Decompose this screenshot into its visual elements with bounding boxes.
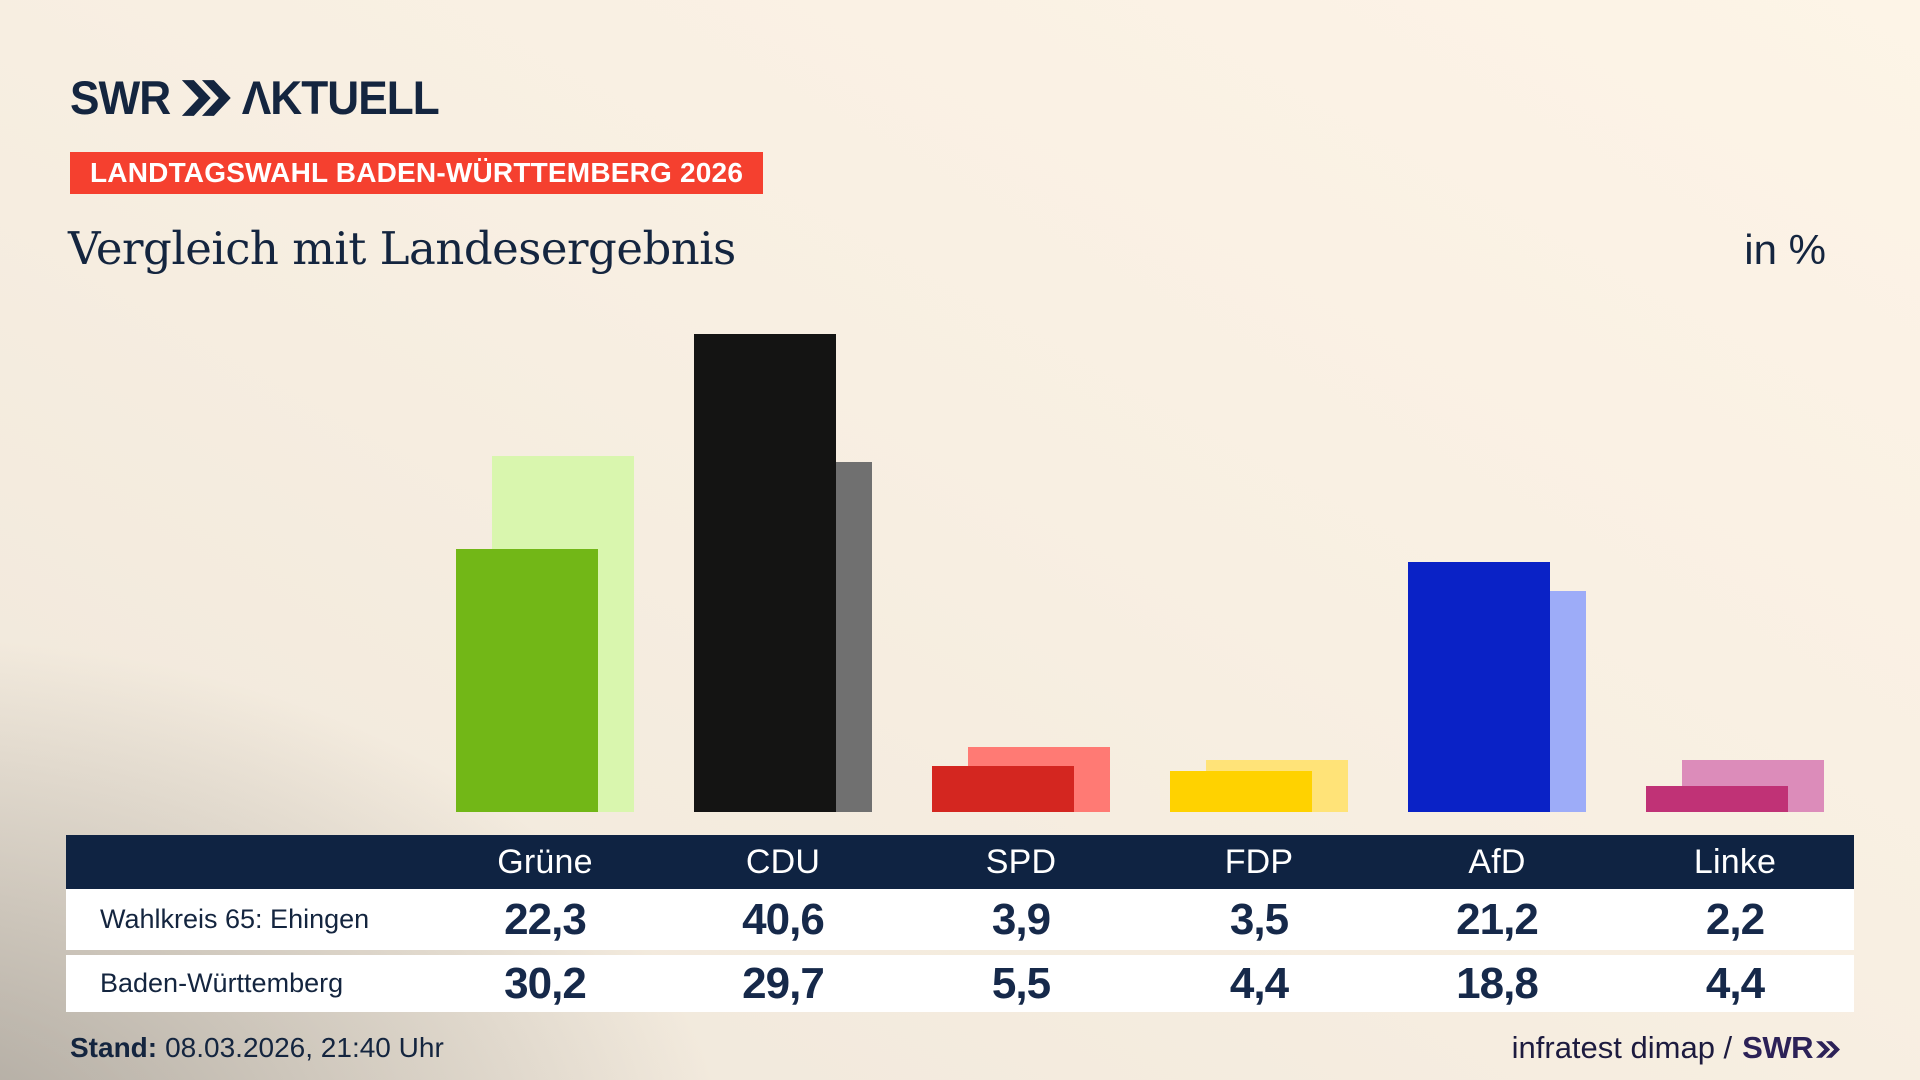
bar-wahlkreis-AfD (1408, 562, 1550, 812)
table-header-row: Grüne CDU SPD FDP AfD Linke (66, 835, 1854, 889)
party-header-SPD: SPD (985, 842, 1057, 881)
party-header-AfD: AfD (1468, 842, 1526, 881)
logo-swr-text: SWR (70, 71, 171, 124)
party-header-Linke: Linke (1693, 842, 1777, 881)
party-header-FDP: FDP (1224, 842, 1294, 881)
double-chevron-icon (1816, 1030, 1840, 1066)
results-table: Grüne CDU SPD FDP AfD Linke Wahlkreis 65: Ehi… (66, 835, 1854, 1012)
value-AfD-wahlkreis: 21,2 (1456, 894, 1539, 944)
row-label-land: Baden-Württemberg (100, 968, 344, 998)
bar-wahlkreis-SPD (932, 766, 1074, 812)
value-CDU-wahlkreis: 40,6 (742, 894, 825, 944)
value-FDP-land: 4,4 (1229, 958, 1289, 1008)
value-AfD-land: 18,8 (1456, 958, 1539, 1008)
row-label-wahlkreis: Wahlkreis 65: Ehingen (100, 904, 370, 934)
bar-chart (66, 270, 1854, 812)
value-SPD-wahlkreis: 3,9 (991, 894, 1051, 944)
table-row-land: Baden-Württemberg 30,2 29,7 5,5 4,4 18,8 4,4 (66, 955, 1854, 1012)
stand-value: 08.03.2026, 21:40 Uhr (165, 1032, 444, 1063)
value-Linke-wahlkreis: 2,2 (1705, 894, 1765, 944)
double-chevron-icon (181, 79, 231, 116)
table-row-wahlkreis: Wahlkreis 65: Ehingen 22,3 40,6 3,9 3,5 21,2… (66, 889, 1854, 950)
party-header-CDU: CDU (745, 842, 821, 881)
bar-wahlkreis-FDP (1170, 770, 1312, 812)
value-Linke-land: 4,4 (1705, 958, 1765, 1008)
logo-aktuell-text: ΛKTUELL (241, 71, 440, 124)
credit-swr-logo: SWR (1742, 1030, 1840, 1066)
value-FDP-wahlkreis: 3,5 (1229, 894, 1289, 944)
value-CDU-land: 29,7 (742, 958, 825, 1008)
bar-wahlkreis-CDU (694, 333, 836, 812)
stand-label: Stand: (70, 1032, 158, 1063)
unit-label: in % (1744, 226, 1826, 273)
source-credit: infratest dimap / SWR (1512, 1030, 1840, 1066)
swr-aktuell-logo: SWR ΛKTUELL (70, 70, 440, 125)
value-Grüne-wahlkreis: 22,3 (504, 894, 587, 944)
party-header-Grüne: Grüne (497, 842, 593, 881)
value-Grüne-land: 30,2 (504, 958, 587, 1008)
timestamp: Stand: 08.03.2026, 21:40 Uhr (70, 1032, 444, 1064)
bar-wahlkreis-Linke (1646, 786, 1788, 812)
chart-title: Vergleich mit Landesergebnis (68, 222, 736, 275)
credit-swr-text: SWR (1742, 1030, 1813, 1065)
election-badge: LANDTAGSWAHL BADEN-WÜRTTEMBERG 2026 (70, 152, 764, 194)
value-SPD-land: 5,5 (991, 958, 1051, 1008)
credit-text: infratest dimap / (1511, 1030, 1733, 1065)
bar-wahlkreis-Grüne (456, 549, 598, 812)
